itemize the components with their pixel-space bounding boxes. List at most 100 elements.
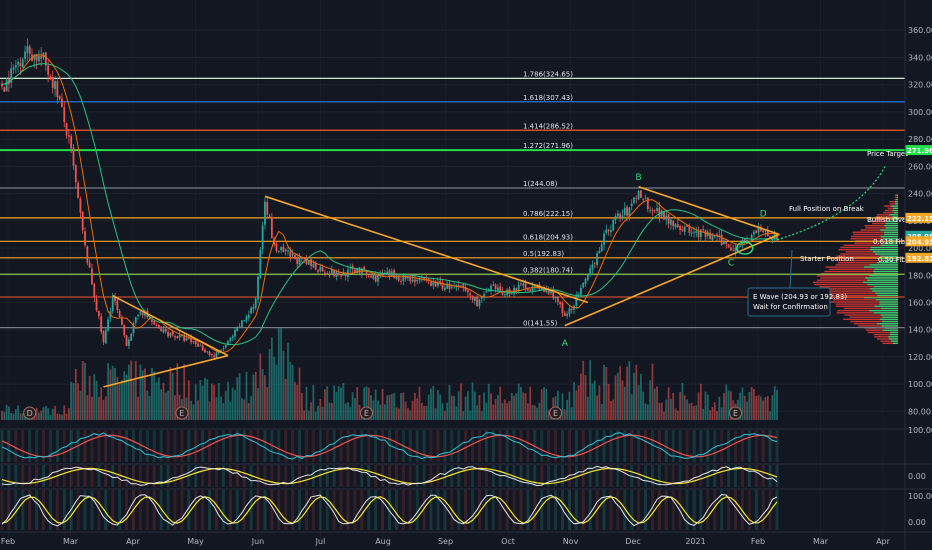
osc-band [602,490,606,530]
candle-body [102,331,105,343]
volume-bar [167,390,169,420]
volume-bar [144,368,146,420]
volume-bar [506,403,509,420]
osc-band [69,430,73,462]
volume-bar [204,377,206,420]
candle-body [570,308,573,311]
volume-bar [21,413,24,420]
event-marker [175,406,189,420]
candle-body [374,274,377,282]
fib-level-label: 0.382(180.74) [523,266,573,274]
price-tick-label: 80.00 [908,407,931,416]
volume-bar [427,394,430,420]
time-tick-label: Dec [625,537,640,546]
volume-bar [374,389,377,420]
volume-bar [199,379,202,420]
osc-band [678,465,682,487]
fib-level-label: 0.618(204.93) [523,233,573,241]
osc-band [215,430,219,462]
volume-bar [358,405,361,420]
event-marker [549,406,563,420]
osc-band [111,465,115,487]
volume-bar [77,383,80,420]
volume-bar [490,393,492,420]
volume-bar [229,401,232,420]
volume-bar [469,410,472,420]
candle-body [704,230,707,238]
candle-body [616,213,619,217]
candle-body [614,215,617,221]
candle-body [305,258,308,264]
osc-band [201,430,205,462]
volume-bar [303,410,306,420]
volume-bar [377,400,379,420]
candle-body [757,226,760,233]
osc-band [201,465,205,487]
candle-body [554,296,557,299]
candle-body [619,213,622,218]
candle-body [130,333,133,341]
price-tick-label: 360.00 [908,26,932,35]
osc-band [187,490,191,530]
volume-bar [448,385,451,420]
time-tick-label: Jul [315,537,326,546]
candle-body [462,284,465,288]
volume-bar [729,391,732,420]
osc-band [768,430,772,462]
osc-band [519,430,523,462]
volume-bar [1,410,3,420]
volume-bar [14,409,17,420]
volume-bar [577,385,580,420]
osc-band [567,465,571,487]
osc-band [263,465,267,487]
candle-body [566,313,569,316]
profile-bar [820,277,898,279]
osc-band [291,490,295,530]
osc-band [14,430,18,462]
candle-body [176,336,179,338]
candle-body [439,280,442,285]
profile-bar [849,316,898,318]
candle-body [386,271,389,274]
profile-bar-up [863,266,898,268]
price-candles [1,38,778,360]
osc-band [215,465,219,487]
volume-bar [123,371,126,420]
osc-band [48,430,52,462]
candle-body [407,276,409,279]
osc-band [733,430,737,462]
volume-bar [759,396,762,420]
volume-bar [370,395,372,420]
candle-body [610,230,612,233]
candle-body [310,259,312,267]
osc-band [747,465,751,487]
osc-band [761,465,765,487]
volume-bar [277,327,280,420]
candle-body [107,319,110,331]
volume-bar [307,410,310,420]
candle-body [259,250,262,279]
volume-bar [275,364,278,420]
osc-band [138,430,142,462]
volume-bar [453,395,455,420]
osc-band [422,490,426,530]
candle-body [561,303,564,313]
candle-body [240,320,243,328]
volume-bar [157,377,160,420]
osc-band [664,430,668,462]
volume-bar [633,372,635,420]
volume-bar [441,403,444,420]
volume-bar [201,385,204,420]
candle-body [324,272,326,274]
candle-body [12,67,15,70]
profile-bar-up [892,209,898,212]
candle-body [524,282,527,288]
volume-bar [409,410,412,420]
osc-band [152,490,156,530]
osc-band [111,490,115,530]
osc-band [332,430,336,462]
volume-bar [400,392,402,420]
volume-bar [10,413,13,420]
osc-band [325,465,329,487]
